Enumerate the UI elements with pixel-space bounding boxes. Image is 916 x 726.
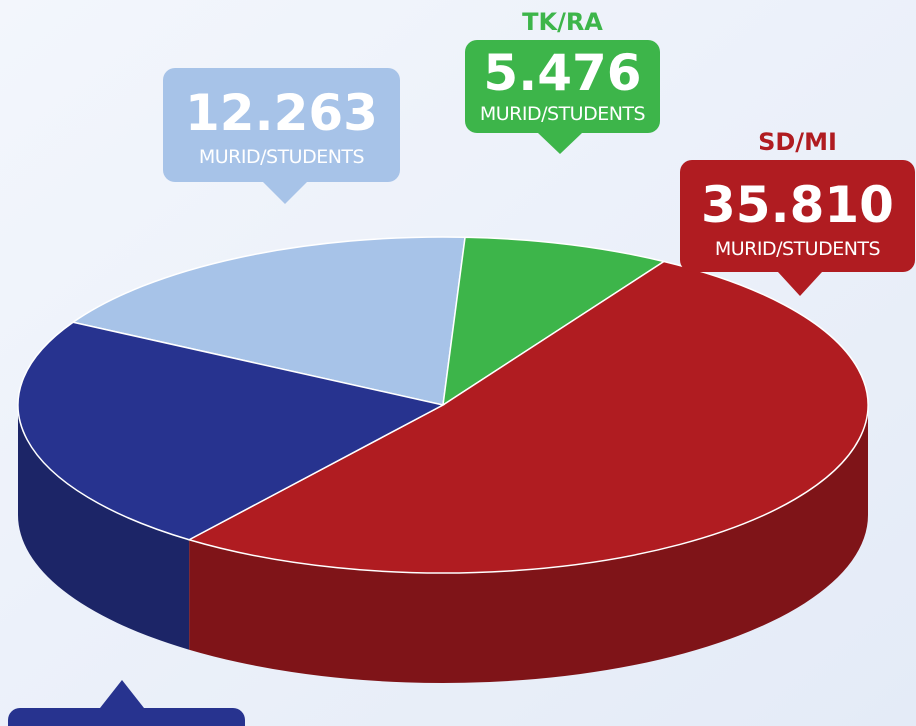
infographic: 12.263MURID/STUDENTS5.476MURID/STUDENTST…: [0, 0, 916, 726]
category-label: SD/MI: [758, 128, 837, 156]
value-label: 5.476: [483, 44, 641, 102]
category-label: TK/RA: [522, 8, 603, 36]
unit-label: MURID/STUDENTS: [480, 103, 645, 125]
pie: [18, 237, 868, 683]
value-label: 12.263: [185, 84, 378, 142]
callout-box: [8, 708, 245, 726]
unit-label: MURID/STUDENTS: [199, 146, 364, 168]
value-label: 35.810: [701, 176, 894, 234]
unit-label: MURID/STUDENTS: [715, 238, 880, 260]
